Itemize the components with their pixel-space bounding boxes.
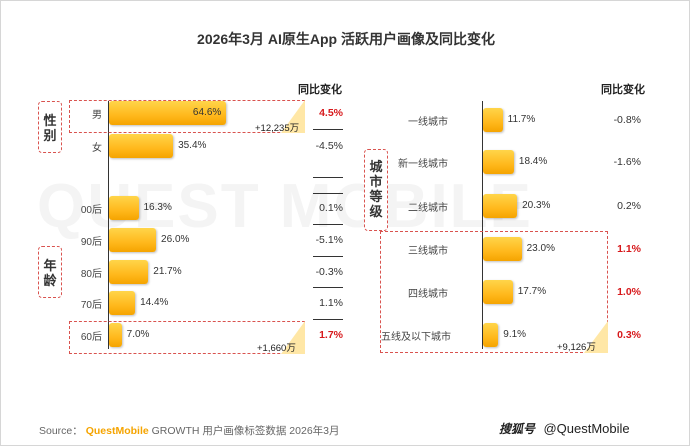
city-group-label: 城市等级: [366, 159, 386, 219]
left-category-label: 60后: [80, 332, 102, 343]
left-yoy-divider: [313, 177, 343, 178]
left-yoy-value: 4.5%: [319, 107, 343, 119]
right-value-label: 23.0%: [526, 243, 555, 254]
lower-tier-highlight-box: [380, 231, 608, 353]
right-yoy-value: 1.0%: [617, 286, 641, 298]
right-category-label: 三线城市: [408, 246, 448, 257]
left-yoy-header: 同比变化: [298, 84, 342, 96]
right-category-label: 新一线城市: [398, 159, 448, 170]
left-bar: [109, 134, 174, 158]
watermark: 搜狐号 @QuestMobile: [499, 420, 630, 438]
left-value-label: 21.7%: [153, 266, 182, 277]
left-yoy-value: 1.7%: [319, 329, 343, 341]
left-value-label: 7.0%: [126, 329, 150, 340]
left-yoy-divider: [313, 256, 343, 257]
left-yoy-divider: [313, 224, 343, 225]
lower-tier-corner-triangle: [584, 321, 608, 353]
sixties-corner-triangle: [281, 321, 305, 354]
city-group-label-text: 城市等级: [369, 159, 383, 219]
left-category-label: 男: [92, 110, 102, 121]
right-axis: [482, 101, 483, 349]
source-note: Source： QuestMobile GROWTH 用户画像标签数据 2026…: [39, 423, 340, 438]
right-yoy-value: -1.6%: [613, 156, 641, 168]
left-bar: [109, 323, 122, 347]
right-bar: [483, 108, 503, 132]
right-value-label: 9.1%: [503, 329, 527, 340]
left-value-label: 14.4%: [140, 297, 169, 308]
age-group-label-text: 年龄: [43, 258, 57, 288]
lower-tier-increment-label: +9,126万: [557, 342, 596, 353]
source-rest: GROWTH 用户画像标签数据 2026年3月: [151, 425, 340, 437]
city-label-box: [364, 149, 388, 231]
left-yoy-divider: [313, 319, 343, 320]
source-brand: QuestMobile: [85, 425, 149, 437]
left-value-label: 64.6%: [192, 107, 222, 118]
right-category-label: 二线城市: [408, 203, 448, 214]
left-category-label: 00后: [80, 205, 102, 216]
left-bar: [109, 101, 226, 125]
left-yoy-value: -5.1%: [315, 234, 343, 246]
right-yoy-value: 0.3%: [617, 329, 641, 341]
right-yoy-value: -0.8%: [613, 114, 641, 126]
left-yoy-divider: [313, 193, 343, 194]
left-category-label: 80后: [80, 269, 102, 280]
left-yoy-divider: [313, 129, 343, 130]
left-value-label: 35.4%: [178, 140, 207, 151]
age-group-label: 年龄: [40, 258, 60, 288]
right-yoy-value: 1.1%: [617, 243, 641, 255]
right-value-label: 20.3%: [522, 200, 551, 211]
gender-group-label: 性别: [40, 113, 60, 143]
left-value-label: 16.3%: [143, 202, 172, 213]
left-category-label: 90后: [80, 237, 102, 248]
watermark-logo: 搜狐号: [499, 422, 536, 436]
right-yoy-value: 0.2%: [617, 200, 641, 212]
right-category-label: 五线及以下城市: [381, 332, 451, 343]
chart-title: 2026年3月 AI原生App 活跃用户画像及同比变化: [197, 31, 495, 47]
left-bar: [109, 228, 157, 252]
right-value-label: 11.7%: [507, 114, 536, 125]
age-label-box: [38, 246, 62, 298]
male-increment-label: +12,235万: [255, 123, 300, 134]
left-yoy-value: 0.1%: [319, 202, 343, 214]
right-bar: [483, 280, 513, 304]
right-value-label: 17.7%: [517, 286, 547, 297]
right-bar: [483, 194, 518, 218]
source-prefix: Source：: [39, 425, 83, 437]
right-value-label: 18.4%: [518, 156, 548, 167]
left-bar: [109, 291, 136, 315]
left-yoy-value: -4.5%: [315, 140, 343, 152]
gender-group-label-text: 性别: [43, 113, 57, 143]
left-category-label: 女: [92, 143, 102, 154]
left-bar: [109, 196, 139, 220]
left-bar: [109, 260, 149, 284]
left-yoy-value: 1.1%: [319, 297, 343, 309]
male-corner-triangle: [281, 100, 305, 133]
right-yoy-header: 同比变化: [601, 84, 645, 96]
right-bar: [483, 150, 514, 174]
right-bar: [483, 237, 522, 261]
right-bar: [483, 323, 499, 347]
right-category-label: 四线城市: [408, 289, 448, 300]
right-category-label: 一线城市: [408, 117, 448, 128]
left-value-label: 26.0%: [161, 234, 190, 245]
watermark-handle: @QuestMobile: [543, 421, 630, 436]
left-axis: [108, 101, 109, 349]
left-yoy-divider: [313, 287, 343, 288]
gender-label-box: [38, 101, 62, 153]
sixties-increment-label: +1,660万: [257, 343, 296, 354]
left-yoy-value: -0.3%: [315, 266, 343, 278]
left-category-label: 70后: [80, 300, 102, 311]
